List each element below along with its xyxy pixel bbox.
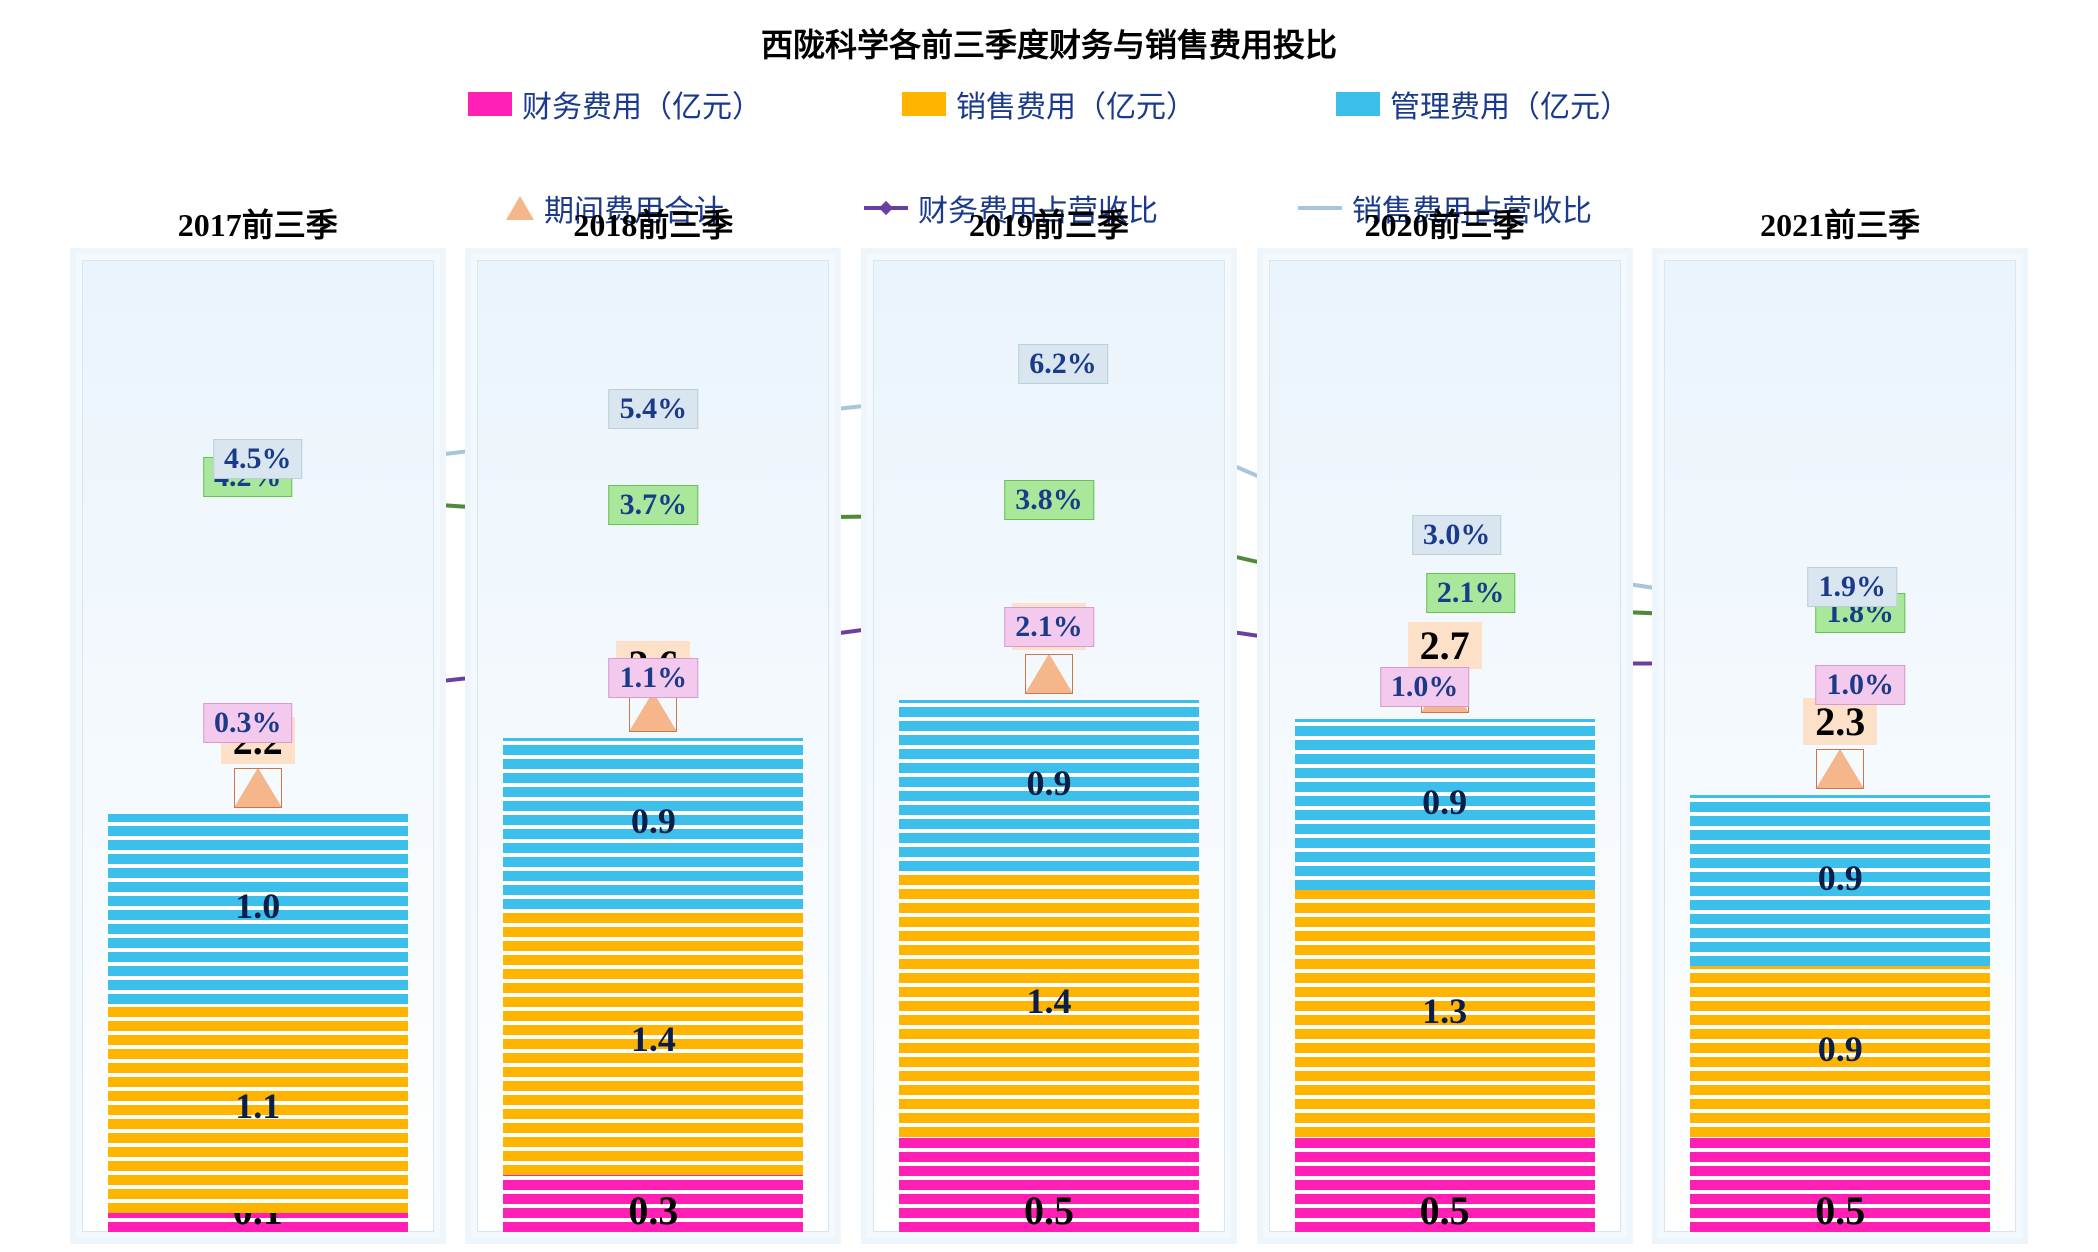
category-label: 2019前三季	[969, 200, 1129, 246]
bar-segment-label: 1.3	[1295, 990, 1595, 1032]
category-label: 2017前三季	[178, 200, 338, 246]
pct-label: 4.5%	[213, 439, 303, 479]
category-label: 2021前三季	[1760, 200, 1920, 246]
pct-label: 6.2%	[1018, 344, 1108, 384]
pct-label: 3.7%	[609, 485, 699, 525]
bar-segment-label: 0.9	[1690, 1028, 1990, 1070]
pct-label: 1.1%	[609, 658, 699, 698]
bar-segment-label: 0.9	[1295, 781, 1595, 823]
total-marker	[1816, 749, 1864, 789]
pct-label: 0.3%	[203, 703, 293, 743]
chart-title: 西陇科学各前三季度财务与销售费用投比	[0, 0, 2098, 66]
bar-segment-label: 0.9	[1690, 857, 1990, 899]
pct-label: 1.9%	[1807, 567, 1897, 607]
category-labels: 2017前三季 2018前三季 2019前三季 2020前三季 2021前三季	[0, 200, 2098, 246]
legend-label: 销售费用（亿元）	[956, 82, 1196, 126]
total-marker	[1025, 654, 1073, 694]
legend-item: 销售费用（亿元）	[902, 82, 1196, 126]
legend-swatch	[902, 92, 946, 116]
category-label: 2020前三季	[1365, 200, 1525, 246]
pct-label: 3.0%	[1412, 515, 1502, 555]
bar-segment-label: 1.0	[108, 885, 408, 927]
chart-area: 0.11.11.02.20.31.40.92.60.51.40.92.80.51…	[60, 260, 2038, 1232]
pct-label: 1.0%	[1380, 667, 1470, 707]
pct-label: 1.0%	[1815, 665, 1905, 705]
legend-label: 管理费用（亿元）	[1390, 82, 1630, 126]
bar-segment-label: 0.9	[899, 762, 1199, 804]
bar-segment-label: 1.4	[899, 980, 1199, 1022]
total-marker	[234, 768, 282, 808]
bar-segment-label: 1.4	[503, 1018, 803, 1060]
bar-segment-label: 1.1	[108, 1085, 408, 1127]
legend-item: 财务费用（亿元）	[468, 82, 762, 126]
pct-label: 2.1%	[1426, 573, 1516, 613]
pct-label: 5.4%	[609, 389, 699, 429]
category-label: 2018前三季	[573, 200, 733, 246]
legend-item: 管理费用（亿元）	[1336, 82, 1630, 126]
pct-label: 3.8%	[1004, 480, 1094, 520]
bar-bottom-label: 0.3	[503, 1187, 803, 1234]
bar-bottom-label: 0.5	[899, 1187, 1199, 1234]
bar-segment-label: 0.9	[503, 800, 803, 842]
bar-bottom-label: 0.5	[1690, 1187, 1990, 1234]
legend-label: 财务费用（亿元）	[522, 82, 762, 126]
bar-bottom-label: 0.5	[1295, 1187, 1595, 1234]
legend-swatch	[468, 92, 512, 116]
pct-label: 2.1%	[1004, 607, 1094, 647]
total-label: 2.7	[1408, 622, 1482, 669]
legend-swatch	[1336, 92, 1380, 116]
